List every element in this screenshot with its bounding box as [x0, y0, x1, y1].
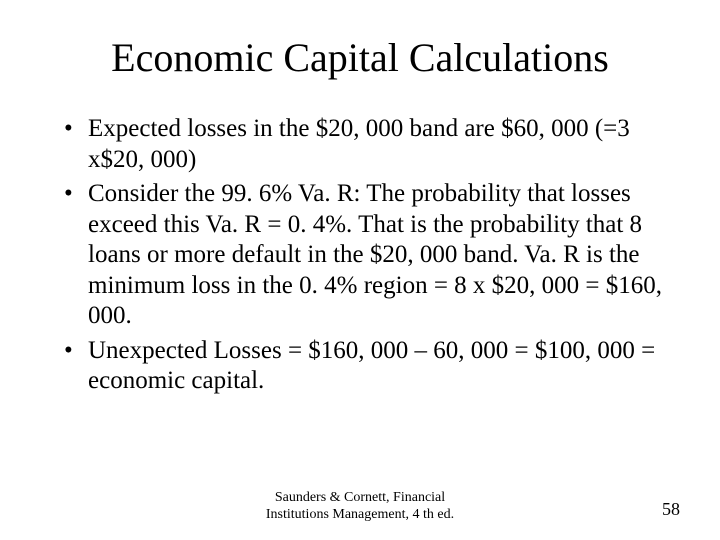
list-item: Expected losses in the $20, 000 band are…	[60, 114, 670, 175]
footer-line-1: Saunders & Cornett, Financial	[275, 490, 445, 505]
page-number: 58	[662, 499, 680, 520]
footer-reference: Saunders & Cornett, Financial Institutio…	[0, 490, 720, 524]
page-title: Economic Capital Calculations	[50, 36, 670, 80]
slide: Economic Capital Calculations Expected l…	[0, 0, 720, 540]
list-item: Consider the 99. 6% Va. R: The probabili…	[60, 179, 670, 332]
list-item: Unexpected Losses = $160, 000 – 60, 000 …	[60, 336, 670, 397]
footer-line-2: Institutions Management, 4 th ed.	[266, 507, 454, 522]
bullet-list: Expected losses in the $20, 000 band are…	[60, 114, 670, 397]
